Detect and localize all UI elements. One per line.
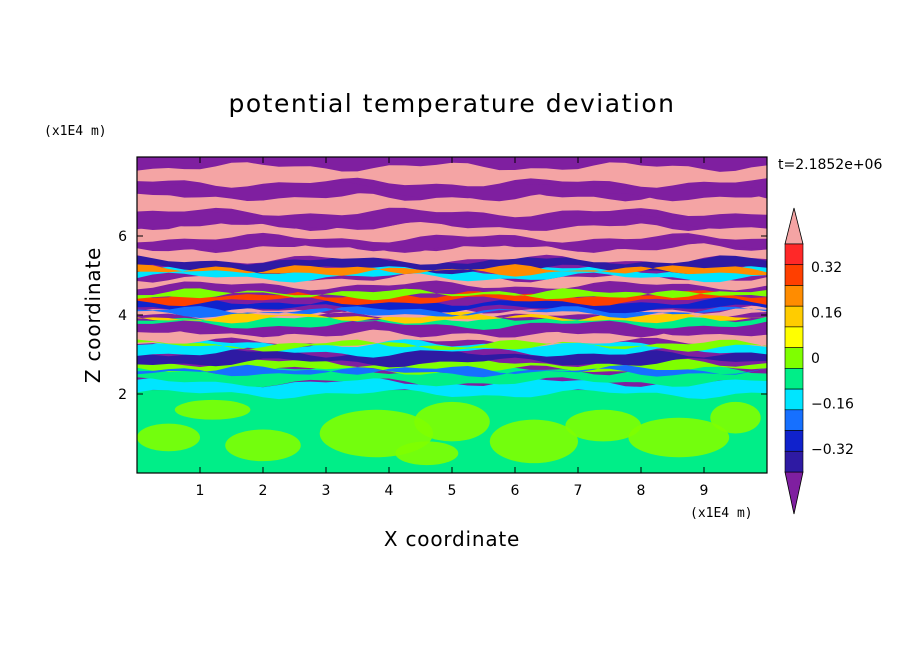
time-label: t=2.1852e+06 xyxy=(778,157,882,173)
colorbar-box-0 xyxy=(784,243,804,266)
colorbar-box-10 xyxy=(784,450,804,473)
colorbar-box-8 xyxy=(784,409,804,431)
x-axis-label: X coordinate xyxy=(384,527,520,551)
x-unit-label: (x1E4 m) xyxy=(690,506,753,521)
heatmap-field xyxy=(137,157,767,473)
colorbar-box-3 xyxy=(784,305,804,328)
band-21 xyxy=(137,162,767,188)
temperature-bands xyxy=(137,157,767,400)
band-18 xyxy=(137,207,767,231)
band-10 xyxy=(137,288,767,307)
streak-0 xyxy=(137,339,767,352)
colorbar-box-5 xyxy=(784,347,804,369)
y-unit-label: (x1E4 m) xyxy=(44,124,107,139)
blob-6 xyxy=(628,417,730,458)
streak-2 xyxy=(137,288,767,301)
colorbar-box-2 xyxy=(784,285,804,307)
x-tick-label-8: 8 xyxy=(637,483,646,499)
streak-4 xyxy=(137,364,767,378)
blob-7 xyxy=(710,401,761,434)
x-tick-label-3: 3 xyxy=(322,483,331,499)
band-0 xyxy=(137,377,767,400)
band-19 xyxy=(137,191,767,218)
blob-1 xyxy=(225,429,301,462)
colorbar-label-2: 0 xyxy=(811,351,820,367)
band-9 xyxy=(137,296,767,315)
lower-blobs xyxy=(137,390,767,473)
x-tick-label-2: 2 xyxy=(259,483,268,499)
blob-5 xyxy=(565,409,641,442)
band-12 xyxy=(137,272,767,291)
colorbar-box-1 xyxy=(784,264,804,286)
colorbar-box-6 xyxy=(784,368,804,390)
colorbar-label-4: −0.32 xyxy=(811,442,854,458)
colorbar-label-3: −0.16 xyxy=(811,397,854,413)
blob-0 xyxy=(137,423,200,452)
x-axis: 1 2 3 4 5 6 7 8 9 xyxy=(196,157,709,499)
blob-3 xyxy=(414,401,490,442)
x-tick-label-6: 6 xyxy=(511,483,520,499)
band-17 xyxy=(137,221,767,243)
colorbar: 0.32 0.16 0 −0.16 −0.32 xyxy=(784,207,854,515)
streak-3 xyxy=(137,264,767,277)
colorbar-box-9 xyxy=(784,430,804,452)
band-20 xyxy=(137,177,767,202)
x-tick-label-7: 7 xyxy=(574,483,583,499)
x-tick-label-4: 4 xyxy=(385,483,394,499)
streak-5 xyxy=(137,306,767,319)
colorbar-top-triangle xyxy=(784,207,804,245)
y-axis-label: Z coordinate xyxy=(81,247,105,383)
y-tick-label-2: 2 xyxy=(118,387,127,403)
colorbar-bottom-triangle xyxy=(784,471,804,515)
x-tick-label-9: 9 xyxy=(700,483,709,499)
x-tick-label-5: 5 xyxy=(448,483,457,499)
chart-title: potential temperature deviation xyxy=(229,89,676,118)
band-15 xyxy=(137,243,767,265)
colorbar-label-0: 0.32 xyxy=(811,260,842,276)
colorbar-box-7 xyxy=(784,388,804,411)
y-tick-label-6: 6 xyxy=(118,229,127,245)
y-axis: 2 4 6 xyxy=(118,229,767,403)
blob-4 xyxy=(489,419,578,464)
blob-8 xyxy=(174,399,251,420)
colorbar-box-4 xyxy=(784,326,804,348)
x-tick-label-1: 1 xyxy=(196,483,205,499)
blob-9 xyxy=(395,441,459,466)
y-tick-label-4: 4 xyxy=(118,308,127,324)
colorbar-label-1: 0.16 xyxy=(811,305,842,321)
